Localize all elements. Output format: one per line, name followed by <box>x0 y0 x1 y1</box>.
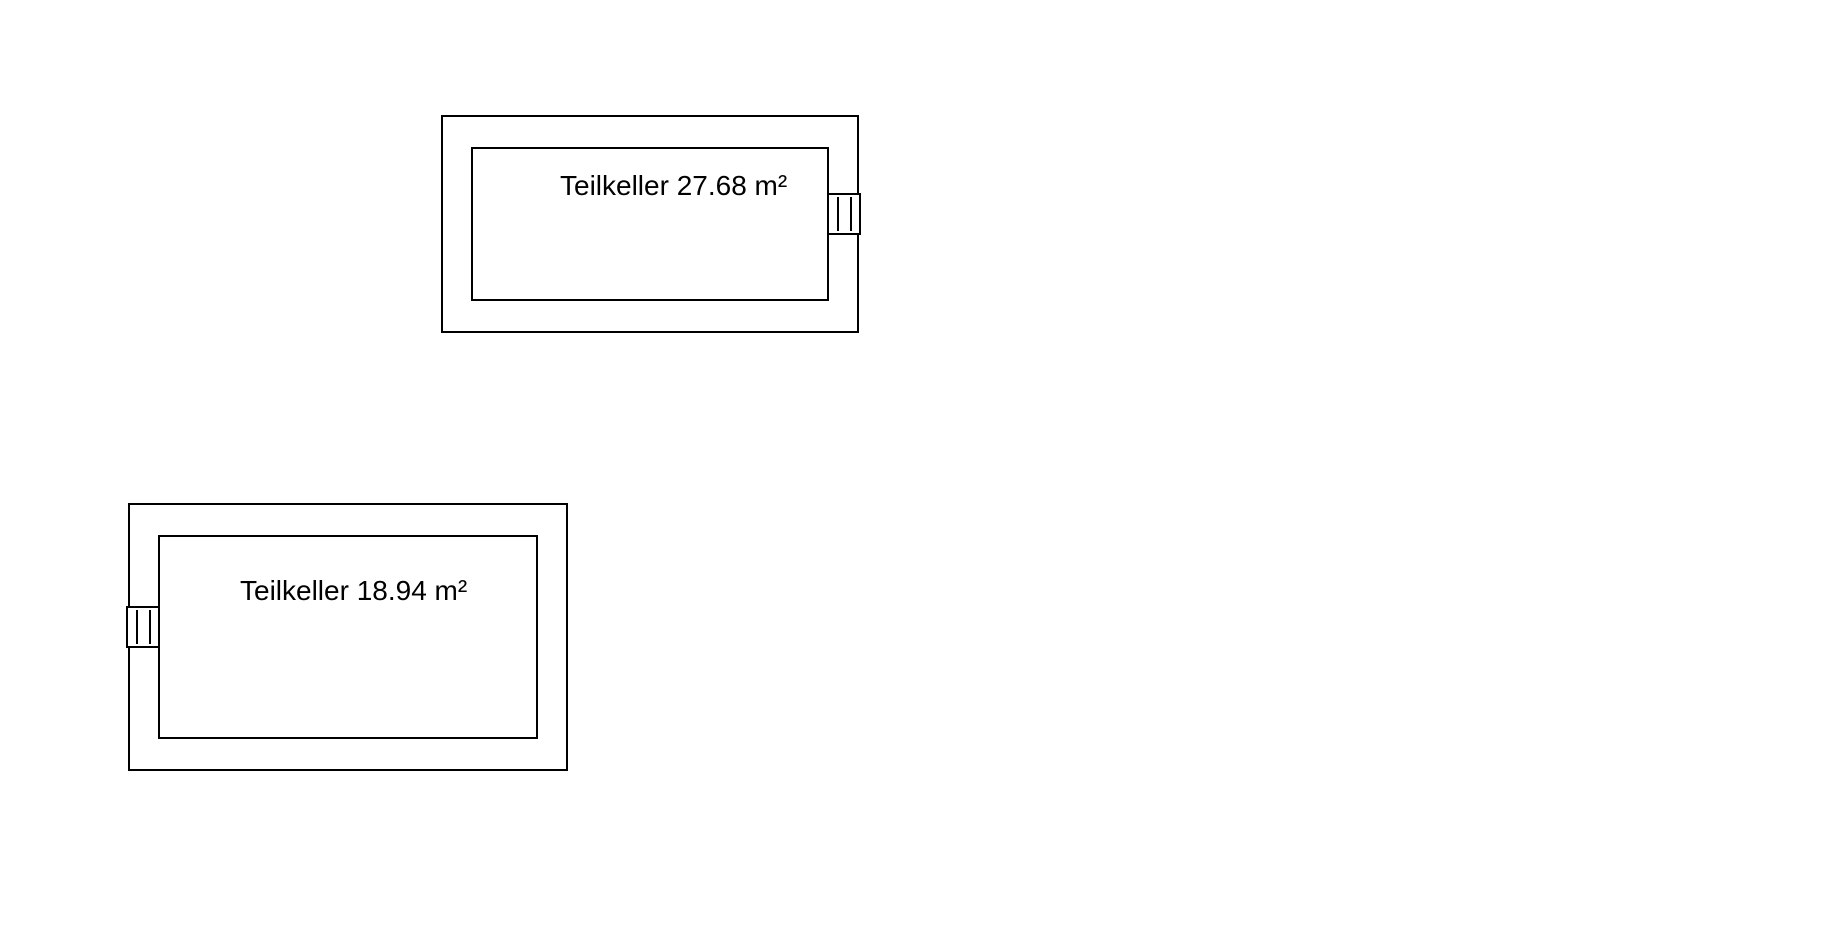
room-name: Teilkeller 1 <box>240 575 372 606</box>
window-opening <box>126 606 160 648</box>
room-teilkeller-1 <box>128 503 568 771</box>
room-label: Teilkeller 18.94 m² <box>240 575 467 607</box>
window-opening <box>827 193 861 235</box>
room-label: Teilkeller 27.68 m² <box>560 170 787 202</box>
room-area: 7.68 m² <box>692 170 787 201</box>
room-inner-wall <box>158 535 538 739</box>
room-teilkeller-2 <box>441 115 859 333</box>
room-area: 8.94 m² <box>372 575 467 606</box>
room-name: Teilkeller 2 <box>560 170 692 201</box>
